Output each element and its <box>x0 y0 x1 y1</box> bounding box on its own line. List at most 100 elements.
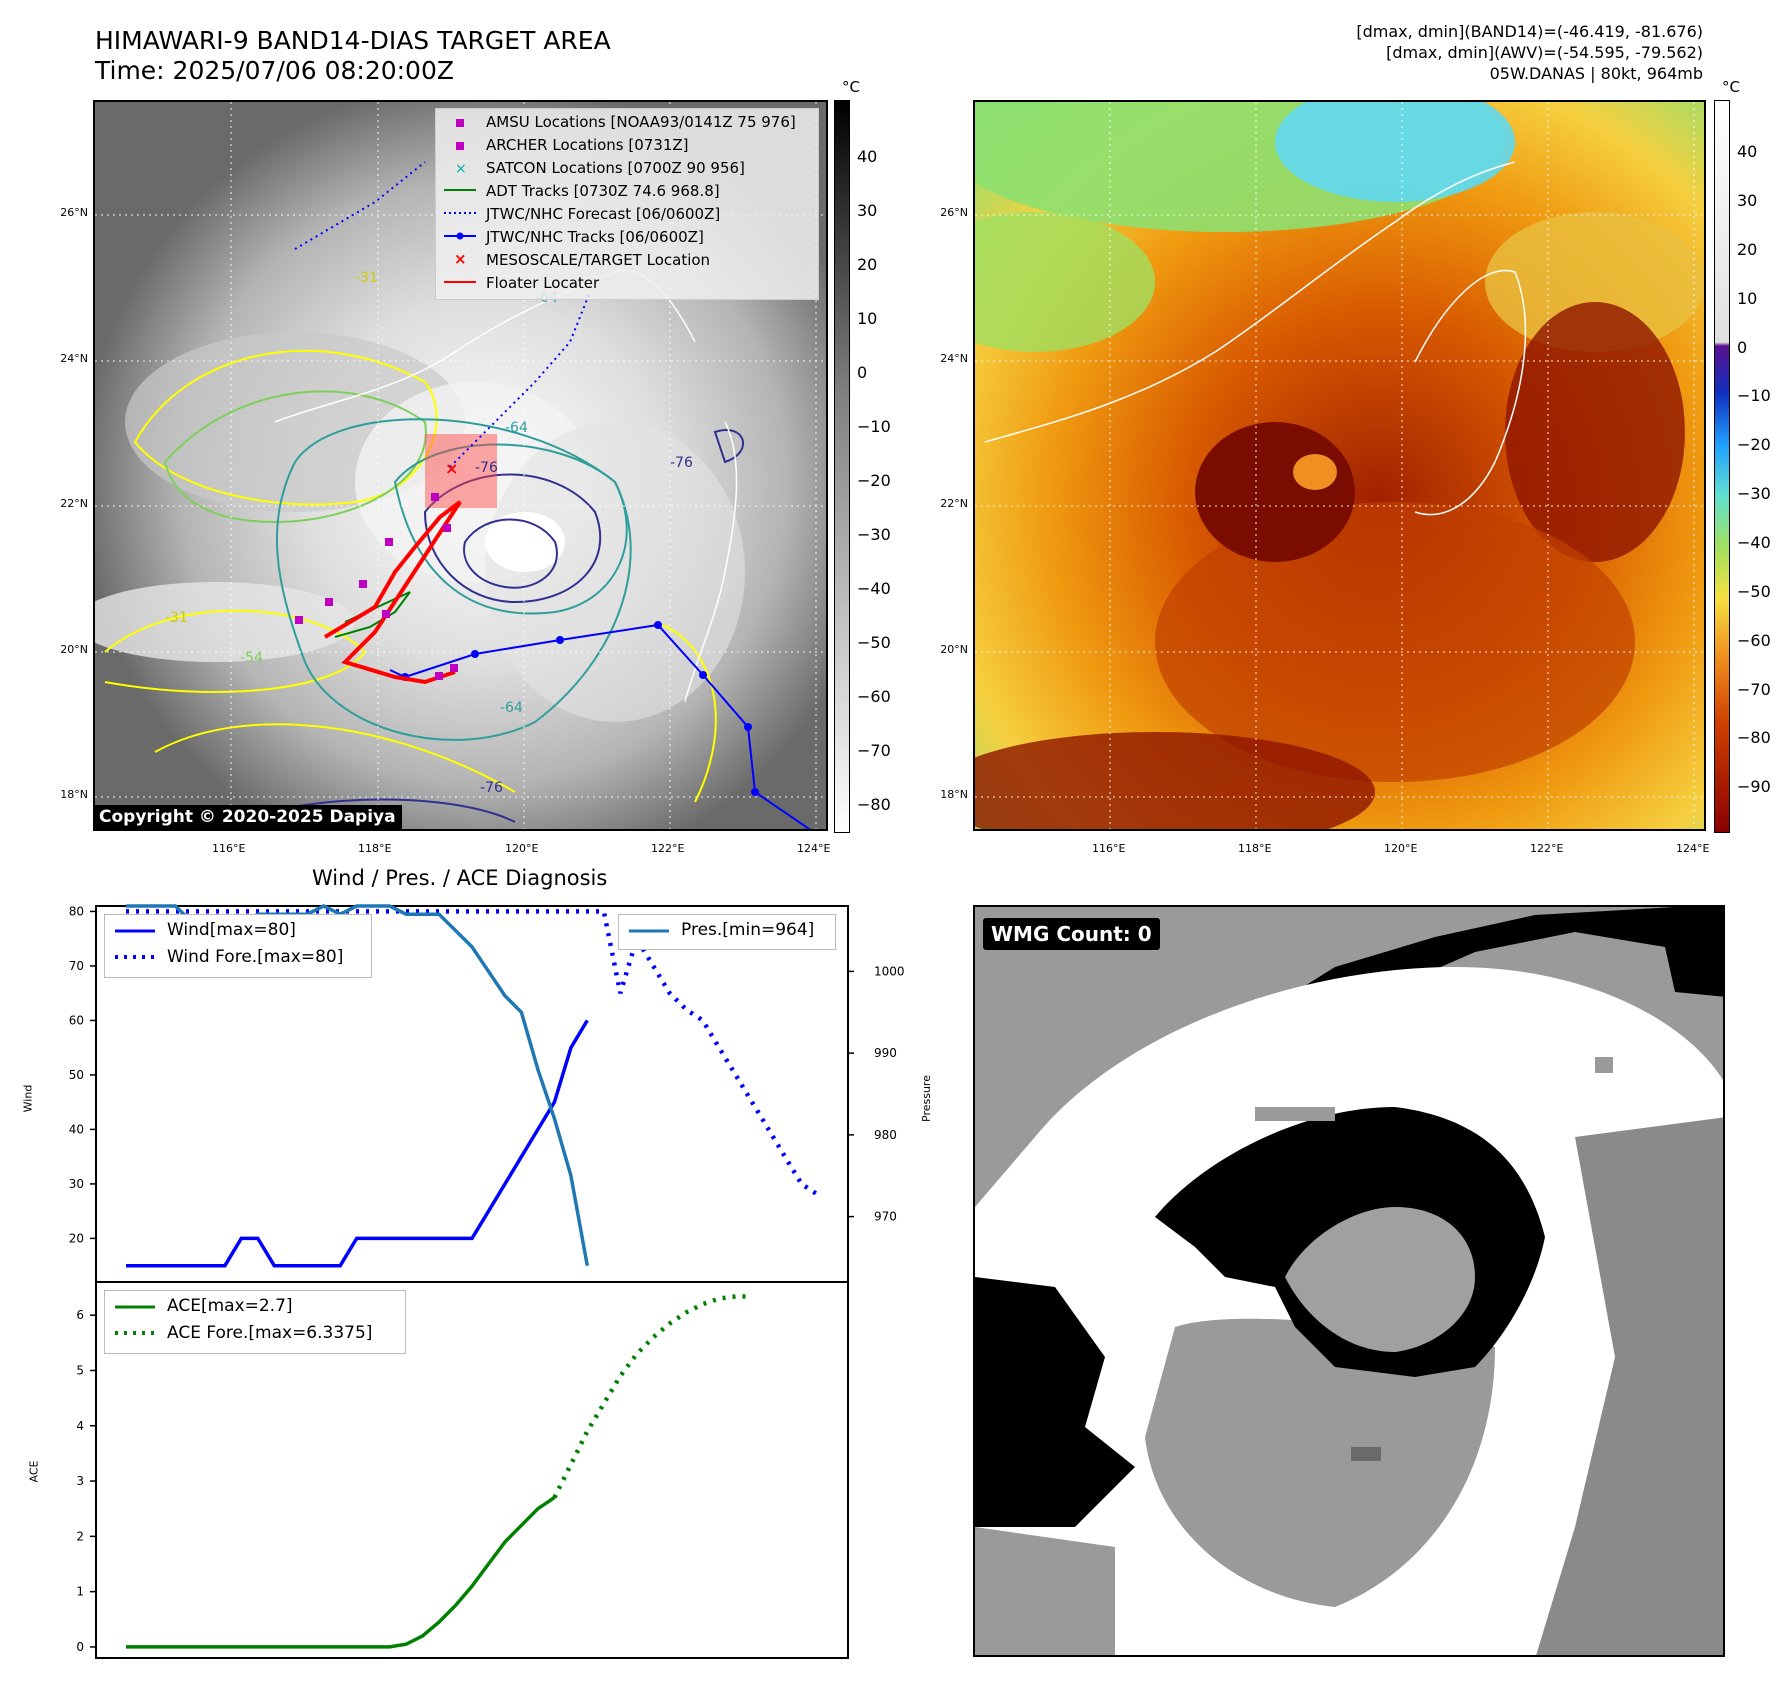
cbar-tick: 10 <box>1737 289 1758 308</box>
cbar-tick: −30 <box>857 525 891 544</box>
pres-legend: Pres.[min=964] <box>618 914 836 950</box>
figure-time: Time: 2025/07/06 08:20:00Z <box>95 56 454 85</box>
storm-info: 05W.DANAS | 80kt, 964mb <box>1489 64 1703 83</box>
ace-plot-frame <box>95 1281 849 1659</box>
legend-adt: ADT Tracks [0730Z 74.6 968.8] <box>486 182 720 200</box>
cbar-tick: −60 <box>857 687 891 706</box>
wind-ytick-label: 70 <box>69 959 84 973</box>
cbar-tick: −20 <box>857 471 891 490</box>
wind-legend: Wind[max=80] Wind Fore.[max=80] <box>104 914 372 978</box>
cbar-tick: −60 <box>1737 631 1771 650</box>
wind-ytick-label: 80 <box>69 904 84 918</box>
ylabel-ace: ACE <box>27 1460 41 1483</box>
legend-satcon: SATCON Locations [0700Z 90 956] <box>486 159 745 177</box>
lon-label: 124°E <box>797 842 831 855</box>
wind-legend-label: Wind[max=80] <box>167 920 296 940</box>
ace-ytick-label: 6 <box>76 1308 84 1322</box>
wind-legend-markers <box>115 929 155 959</box>
pres-legend-label: Pres.[min=964] <box>681 920 815 940</box>
cbar-tick: −50 <box>1737 582 1771 601</box>
ylabel-pressure: Pressure <box>919 1075 933 1122</box>
lon-label: 118°E <box>358 842 392 855</box>
wind-ytick-label: 20 <box>69 1231 84 1245</box>
contour-label: -76 <box>475 460 498 476</box>
cbar-tick: 0 <box>1737 338 1748 357</box>
contour-label: -31 <box>165 610 188 626</box>
lon-label: 120°E <box>505 842 539 855</box>
lon-label: 116°E <box>1092 842 1126 855</box>
pres-ytick-label: 970 <box>874 1210 897 1224</box>
svg-text:×: × <box>455 161 467 177</box>
lat-label: 20°N <box>940 643 968 656</box>
legend-floater: Floater Locater <box>486 274 600 292</box>
wind-ytick-label: 50 <box>69 1068 84 1082</box>
cbar-tick: −70 <box>1737 680 1771 699</box>
lon-label: 116°E <box>212 842 246 855</box>
ir-map-legend: × × AMSU Locations [NOAA93/0141Z 75 976]… <box>435 108 819 300</box>
cbar-tick: −90 <box>1737 777 1771 796</box>
cbar-tick: −80 <box>1737 728 1771 747</box>
cbar-tick: −40 <box>1737 533 1771 552</box>
wind-ytick-label: 40 <box>69 1122 84 1136</box>
legend-archer: ARCHER Locations [0731Z] <box>486 136 689 154</box>
cbar-tick: 20 <box>857 255 878 274</box>
cbar-tick: 30 <box>1737 191 1758 210</box>
lon-label: 122°E <box>651 842 685 855</box>
awv-colorbar <box>1714 100 1730 833</box>
cbar-tick: 40 <box>857 147 878 166</box>
awv-map-panel <box>973 100 1706 831</box>
ace-ytick-label: 1 <box>76 1585 84 1599</box>
wmg-count-badge: WMG Count: 0 <box>983 918 1160 950</box>
ace-legend: ACE[max=2.7] ACE Fore.[max=6.3375] <box>104 1290 406 1354</box>
cbar-tick: 20 <box>1737 240 1758 259</box>
legend-jtwc-forecast: JTWC/NHC Forecast [06/0600Z] <box>486 205 721 223</box>
legend-jtwc-tracks: JTWC/NHC Tracks [06/0600Z] <box>486 228 704 246</box>
pres-ytick-label: 990 <box>874 1046 897 1060</box>
cbar-tick: −20 <box>1737 435 1771 454</box>
ace-fore-legend-label: ACE Fore.[max=6.3375] <box>167 1323 373 1343</box>
diag-title: Wind / Pres. / ACE Diagnosis <box>312 866 608 890</box>
lat-label: 20°N <box>60 643 88 656</box>
ace-ytick-label: 4 <box>76 1419 84 1433</box>
wind-ytick-label: 30 <box>69 1177 84 1191</box>
ace-forecast-line <box>552 1294 753 1499</box>
lat-label: 22°N <box>60 497 88 510</box>
stat-awv: [dmax, dmin](AWV)=(-54.595, -79.562) <box>1386 43 1703 62</box>
awv-colorbar-unit: °C <box>1722 78 1740 96</box>
cbar-tick: −70 <box>857 741 891 760</box>
cbar-tick: −10 <box>857 417 891 436</box>
cbar-tick: 10 <box>857 309 878 328</box>
awv-map <box>975 102 1704 829</box>
lat-label: 18°N <box>940 788 968 801</box>
lat-label: 24°N <box>940 352 968 365</box>
ir-colorbar <box>834 100 850 833</box>
svg-text:×: × <box>454 250 467 268</box>
ace-ytick-label: 2 <box>76 1529 84 1543</box>
cbar-tick: −50 <box>857 633 891 652</box>
svg-text:×: × <box>445 459 458 478</box>
wind-line <box>126 1019 589 1268</box>
cbar-tick: 30 <box>857 201 878 220</box>
cbar-tick: −30 <box>1737 484 1771 503</box>
lat-label: 18°N <box>60 788 88 801</box>
pres-ytick-label: 1000 <box>874 964 905 978</box>
legend-markers: × × <box>444 119 476 283</box>
lat-label: 26°N <box>60 206 88 219</box>
copyright-label: Copyright © 2020-2025 Dapiya <box>93 805 402 829</box>
ace-line <box>126 1496 556 1649</box>
lat-label: 24°N <box>60 352 88 365</box>
ace-ytick-label: 3 <box>76 1474 84 1488</box>
contour-label: -64 <box>500 700 523 716</box>
cbar-tick: −80 <box>857 795 891 814</box>
lat-label: 26°N <box>940 206 968 219</box>
ylabel-wind: Wind <box>21 1084 35 1113</box>
pres-ytick-label: 980 <box>874 1128 897 1142</box>
contour-label: -76 <box>670 455 693 471</box>
contour-label: -54 <box>240 650 263 666</box>
lat-label: 22°N <box>940 497 968 510</box>
cbar-tick: 0 <box>857 363 868 382</box>
wmg-image <box>975 907 1723 1655</box>
ace-ytick-label: 5 <box>76 1363 84 1377</box>
lon-label: 120°E <box>1384 842 1418 855</box>
legend-target: MESOSCALE/TARGET Location <box>486 251 711 269</box>
